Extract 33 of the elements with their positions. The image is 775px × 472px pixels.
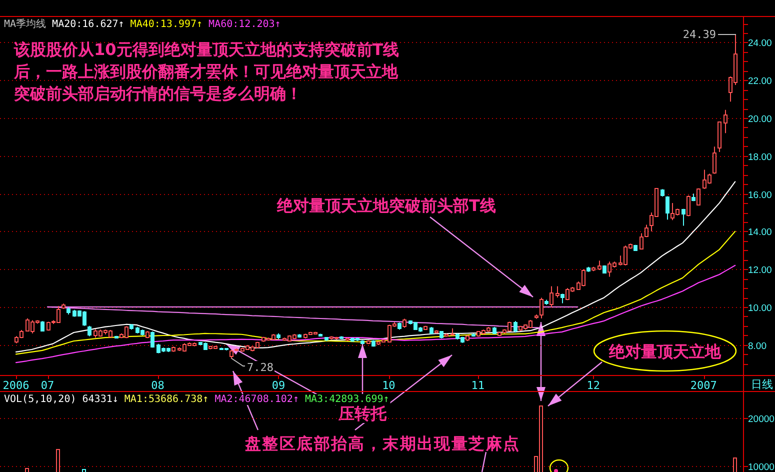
legend-label: MA3:42893.699↑	[304, 394, 390, 405]
y-tick-label: 8.00	[748, 341, 766, 352]
x-tick-label: 07	[40, 379, 54, 392]
y-tick-label: 10000	[748, 462, 774, 472]
legend: MA季均线 MA20:16.627↑ MA40:13.997↑ MA60:12.203↑	[3, 18, 282, 30]
annotation: 24.39	[682, 28, 716, 41]
y-tick-label: 24.00	[748, 38, 772, 49]
y-tick-label: 10.00	[748, 303, 772, 314]
x-tick-label: 08	[151, 379, 164, 392]
y-tick-label: 20000	[748, 414, 774, 425]
annotation: 盘整区底部抬高，末期出现量芝麻点	[244, 434, 520, 453]
legend-label: MA1:53686.738↑	[124, 394, 209, 405]
x-tick-label: 2006	[2, 379, 30, 392]
annotation: 该股股价从10元得到绝对量顶天立地的支持突破前T线后，一路上涨到股价翻番才罢休！可见绝对量顶天立地突破前头部启动行情的信号是多么明确！	[13, 40, 400, 103]
x-tick-label: 11	[471, 379, 485, 392]
y-tick-label: 18.00	[748, 152, 772, 163]
x-tick-label: 2007	[690, 379, 717, 392]
legend-label: MA2:46708.102↑	[214, 394, 299, 405]
x-tick-label: 09	[272, 379, 286, 392]
annotation: 绝对量顶天立地	[608, 342, 722, 361]
chart-title: VOL(5,10,20) 64331↓	[4, 394, 118, 405]
y-tick-label: 20.00	[748, 114, 772, 125]
y-tick-label: 14.00	[748, 227, 772, 238]
annotation: 绝对量顶天立地突破前头部T线	[276, 196, 496, 215]
y-tick-label: 12.00	[748, 265, 772, 276]
x-tick-label: 10	[382, 379, 396, 392]
y-tick-label: 16.00	[748, 190, 772, 201]
annotation: 7.28	[247, 361, 274, 374]
annotation: 压转托	[338, 404, 388, 423]
legend-title: MA季均线	[4, 18, 46, 30]
x-tick-label: 12	[586, 379, 600, 392]
text: 日线	[751, 378, 773, 391]
y-tick-label: 22.00	[748, 76, 772, 87]
